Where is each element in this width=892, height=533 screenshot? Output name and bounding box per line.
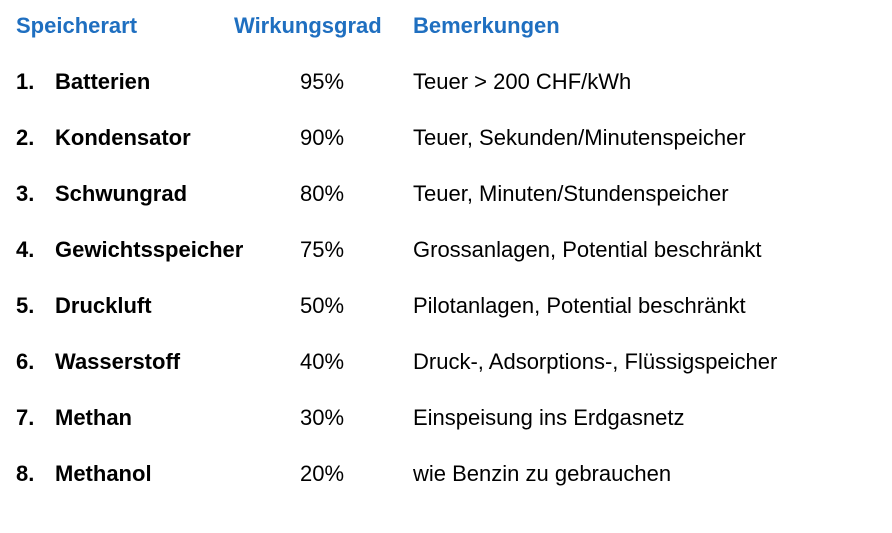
row-storage-type: Kondensator: [55, 125, 191, 150]
row-note: Teuer, Minuten/Stundenspeicher: [413, 181, 729, 206]
row-number: 3.: [16, 181, 35, 206]
row-efficiency: 80%: [300, 181, 345, 206]
row-note: Grossanlagen, Potential beschränkt: [413, 237, 762, 262]
row-note: Pilotanlagen, Potential beschränkt: [413, 293, 746, 318]
row-storage-type: Methan: [55, 405, 132, 430]
table-row: 4. Gewichtsspeicher 75% Grossanlagen, Po…: [0, 230, 892, 270]
table-row: 1. Batterien 95% Teuer > 200 CHF/kWh: [0, 62, 892, 102]
row-note: Teuer > 200 CHF/kWh: [413, 69, 632, 94]
row-storage-type: Gewichtsspeicher: [55, 237, 244, 262]
table-row: 6. Wasserstoff 40% Druck-, Adsorptions-,…: [0, 342, 892, 382]
row-number: 1.: [16, 69, 35, 94]
row-storage-type: Wasserstoff: [55, 349, 181, 374]
row-number: 5.: [16, 293, 35, 318]
table-row: 8. Methanol 20% wie Benzin zu gebrauchen: [0, 454, 892, 494]
header-storage-type: Speicherart: [16, 13, 138, 38]
row-number: 8.: [16, 461, 35, 486]
row-storage-type: Methanol: [55, 461, 152, 486]
table-row: 3. Schwungrad 80% Teuer, Minuten/Stunden…: [0, 174, 892, 214]
row-efficiency: 40%: [300, 349, 345, 374]
row-efficiency: 30%: [300, 405, 345, 430]
table-row: 5. Druckluft 50% Pilotanlagen, Potential…: [0, 286, 892, 326]
row-number: 4.: [16, 237, 35, 262]
header-notes: Bemerkungen: [413, 13, 560, 38]
row-note: Druck-, Adsorptions-, Flüssigspeicher: [413, 349, 778, 374]
row-note: Einspeisung ins Erdgasnetz: [413, 405, 685, 430]
row-note: wie Benzin zu gebrauchen: [413, 461, 672, 486]
row-number: 7.: [16, 405, 35, 430]
row-storage-type: Schwungrad: [55, 181, 188, 206]
table-row: 7. Methan 30% Einspeisung ins Erdgasnetz: [0, 398, 892, 438]
row-number: 2.: [16, 125, 35, 150]
table-row: 2. Kondensator 90% Teuer, Sekunden/Minut…: [0, 118, 892, 158]
row-note: Teuer, Sekunden/Minutenspeicher: [413, 125, 746, 150]
row-efficiency: 90%: [300, 125, 345, 150]
table-header: Speicherart Wirkungsgrad Bemerkungen: [0, 10, 892, 42]
row-efficiency: 75%: [300, 237, 345, 262]
row-efficiency: 20%: [300, 461, 345, 486]
row-storage-type: Druckluft: [55, 293, 152, 318]
row-efficiency: 95%: [300, 69, 345, 94]
row-efficiency: 50%: [300, 293, 345, 318]
header-efficiency: Wirkungsgrad: [234, 13, 382, 38]
row-number: 6.: [16, 349, 35, 374]
row-storage-type: Batterien: [55, 69, 151, 94]
